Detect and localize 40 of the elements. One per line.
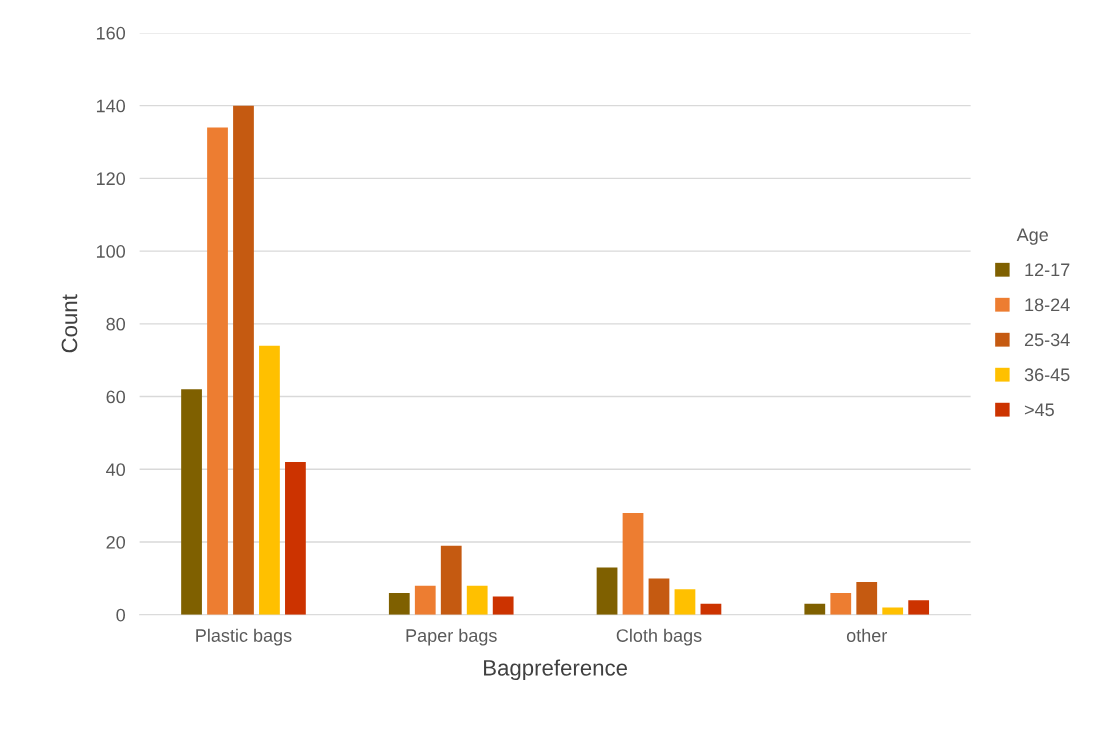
y-axis-title: Count xyxy=(61,294,78,353)
y-tick-label: 140 xyxy=(96,99,126,113)
bar xyxy=(648,578,670,615)
bar xyxy=(414,585,436,615)
bar xyxy=(830,592,852,615)
legend-label: >45 xyxy=(1024,403,1054,417)
bar xyxy=(466,585,488,615)
x-tick-label: Cloth bags xyxy=(616,628,702,646)
y-tick-label: 20 xyxy=(106,535,126,549)
bar xyxy=(596,567,618,615)
bar xyxy=(440,545,462,615)
bar xyxy=(492,596,514,615)
legend-label: 36-45 xyxy=(1024,368,1070,382)
bar xyxy=(233,105,254,615)
legend-label: 12-17 xyxy=(1025,263,1070,277)
legend-title: Age xyxy=(1016,228,1048,245)
x-tick-label: other xyxy=(846,628,888,642)
bar xyxy=(207,127,228,615)
bar xyxy=(181,389,202,615)
bar xyxy=(908,600,930,615)
y-tick-label: 80 xyxy=(106,317,126,331)
bar xyxy=(674,589,696,615)
bar xyxy=(259,345,280,615)
x-axis-title: Bagpreference xyxy=(484,659,628,681)
legend-label: 18-24 xyxy=(1025,298,1070,312)
y-tick-label: 120 xyxy=(96,172,126,186)
bar xyxy=(285,462,306,615)
bar xyxy=(388,592,410,615)
y-tick-label: 60 xyxy=(106,390,126,404)
x-tick-label: Plastic bags xyxy=(196,628,292,646)
bar xyxy=(882,607,904,615)
y-tick-label: 100 xyxy=(96,245,126,258)
y-tick-label: 40 xyxy=(106,463,126,477)
bar xyxy=(856,582,878,615)
legend-label: 25-34 xyxy=(1024,333,1070,347)
y-tick-label: 0 xyxy=(116,608,126,622)
x-tick-label: Paper bags xyxy=(406,628,497,646)
bar xyxy=(804,603,826,615)
y-tick-label: 160 xyxy=(96,26,126,40)
bar xyxy=(622,512,644,615)
